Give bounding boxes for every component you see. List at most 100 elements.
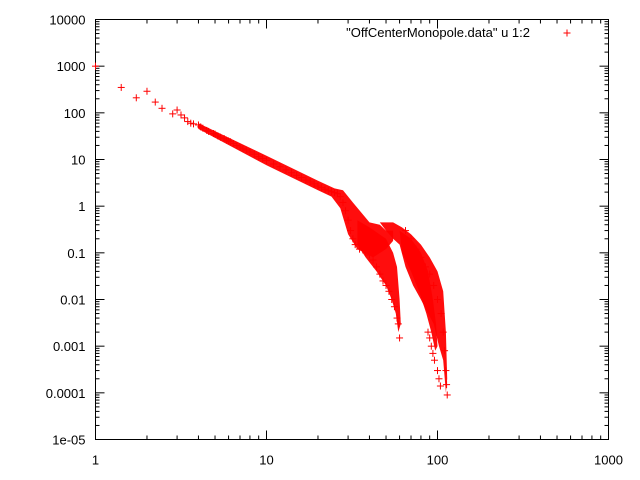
data-point	[255, 153, 263, 161]
data-point	[356, 245, 364, 253]
data-point	[306, 178, 314, 186]
data-point	[442, 367, 450, 375]
dense-band-lobe-a	[357, 220, 401, 333]
data-point	[430, 356, 438, 364]
data-point	[287, 169, 295, 177]
data-point	[236, 143, 244, 151]
data-point	[190, 120, 198, 128]
y-tick-label: 0.01	[60, 293, 85, 308]
x-tick-label: 100	[427, 453, 449, 468]
data-point	[181, 114, 189, 122]
data-point	[263, 157, 270, 165]
data-point	[293, 171, 301, 179]
legend-label: "OffCenterMonopole.data" u 1:2	[346, 25, 530, 40]
data-point	[439, 328, 447, 336]
data-point	[396, 334, 404, 342]
plot-frame	[95, 19, 609, 440]
legend-plus-marker	[563, 29, 571, 37]
data-point	[184, 118, 192, 126]
data-point	[321, 185, 329, 193]
data-point	[436, 382, 444, 390]
data-point	[424, 328, 432, 336]
data-point	[393, 314, 401, 322]
x-tick-label: 1000	[594, 453, 623, 468]
y-tick-label: 10	[71, 153, 85, 168]
data-point	[169, 110, 177, 118]
data-point	[324, 187, 332, 195]
data-point	[342, 207, 350, 215]
data-point	[349, 235, 357, 243]
data-point	[390, 303, 398, 311]
data-point	[385, 287, 393, 295]
x-tick-label: 1	[92, 453, 99, 468]
y-tick-label: 1000	[57, 59, 86, 74]
data-point	[310, 180, 318, 188]
data-point	[426, 334, 434, 342]
data-point	[314, 182, 322, 190]
data-point	[362, 249, 370, 257]
data-point	[427, 342, 435, 350]
axis-ticks	[95, 19, 609, 440]
data-point	[250, 150, 258, 158]
data-point	[441, 347, 449, 355]
data-point	[233, 141, 241, 149]
data-point	[435, 375, 443, 383]
data-point	[331, 189, 339, 197]
data-point	[417, 253, 425, 261]
data-point	[407, 235, 415, 243]
data-point	[421, 263, 429, 271]
data-point	[297, 174, 305, 182]
dense-point-bands	[198, 123, 448, 393]
data-point	[388, 296, 396, 303]
data-point	[199, 124, 207, 132]
y-tick-label: 1e-05	[52, 433, 85, 448]
data-point	[151, 98, 159, 106]
data-point	[429, 349, 437, 357]
y-tick-label: 1	[78, 199, 85, 214]
data-point	[242, 146, 250, 154]
dense-band-lobe-c	[399, 230, 438, 351]
data-point	[347, 227, 355, 235]
data-point	[239, 145, 247, 153]
y-tick-label: 100	[64, 106, 86, 121]
data-point	[205, 127, 213, 135]
data-point	[217, 133, 225, 141]
data-point	[373, 263, 381, 271]
data-point	[434, 296, 441, 303]
data-point	[92, 62, 99, 70]
data-point	[430, 281, 438, 289]
data-point	[402, 227, 410, 235]
data-point	[394, 320, 402, 328]
dense-band-lobe-b	[379, 222, 448, 393]
data-point	[132, 94, 140, 102]
data-point	[210, 130, 218, 138]
data-point	[426, 270, 434, 278]
data-point	[246, 148, 254, 156]
y-tick-labels: 1e-05 0.0001 0.001 0.01 0.1 1 10 100 1000 10000	[46, 13, 86, 448]
data-point	[282, 166, 290, 174]
y-tick-label: 0.001	[53, 339, 86, 354]
data-point	[173, 106, 181, 114]
data-point	[143, 87, 151, 95]
data-point	[336, 193, 344, 201]
data-point	[443, 381, 451, 389]
data-point	[437, 310, 445, 318]
data-point	[158, 104, 166, 112]
y-tick-label: 0.0001	[46, 386, 86, 401]
data-point	[369, 256, 377, 264]
data-point	[318, 184, 326, 192]
data-point	[376, 270, 384, 278]
data-point	[328, 188, 336, 196]
data-point	[203, 126, 211, 134]
data-point	[339, 198, 347, 206]
data-point	[259, 155, 267, 163]
legend: "OffCenterMonopole.data" u 1:2	[346, 25, 571, 40]
data-point	[117, 83, 125, 91]
data-point	[382, 281, 390, 289]
y-tick-label: 10000	[49, 13, 85, 28]
legend-marker-plus-icon	[563, 29, 571, 37]
data-point	[344, 216, 352, 224]
data-point	[365, 251, 373, 259]
data-point	[351, 241, 359, 249]
